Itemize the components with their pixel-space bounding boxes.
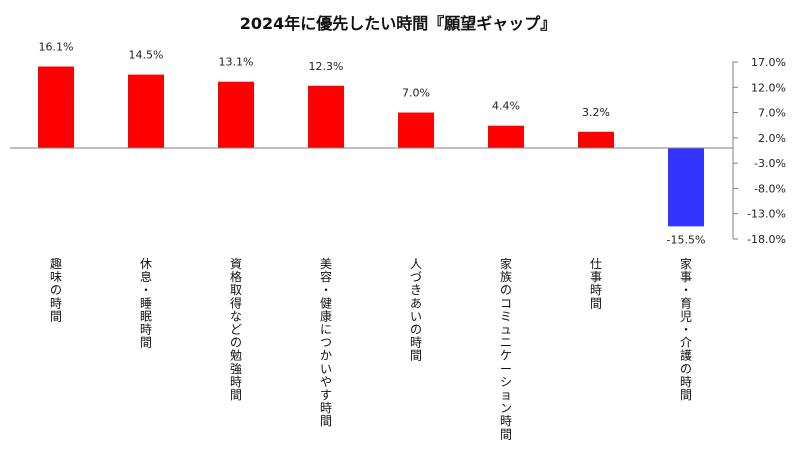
bar [218,81,254,148]
chart-title: 2024年に優先したい時間『願望ギャップ』 [239,14,557,33]
y-tick-label: 2.0% [758,132,786,145]
data-label: 7.0% [402,87,430,100]
data-label: 12.3% [309,60,344,73]
y-tick-label: 17.0% [751,56,786,69]
category-label: 仕事時間 [590,257,602,310]
data-label: 4.4% [492,100,520,113]
y-tick-label: 7.0% [758,107,786,120]
bar [308,85,344,148]
bar [578,131,614,148]
bar [38,66,74,148]
data-label: 16.1% [39,41,74,54]
bar [398,112,434,148]
data-label: 3.2% [582,106,610,119]
data-label: 13.1% [219,56,254,69]
category-label: 資格取得などの勉強時間 [230,257,242,402]
category-label: 休息・睡眠時間 [140,257,152,350]
category-label: 家事・育児・介護の時間 [680,256,692,402]
y-tick-label: -8.0% [754,182,786,195]
y-tick-label: -13.0% [747,208,786,221]
bar [128,74,164,148]
data-label: 14.5% [129,49,164,62]
category-label: 人づきあいの時間 [410,257,422,363]
data-label: -15.5% [667,233,706,246]
y-tick-label: 12.0% [751,81,786,94]
category-label: 家族のコミュニケーション時間 [500,256,512,441]
y-tick-label: -18.0% [747,233,786,246]
bar [488,125,524,148]
category-label: 趣味の時間 [50,256,62,323]
category-label: 美容・健康につかいやす時間 [320,257,332,428]
bar [668,147,704,227]
y-tick-label: -3.0% [754,157,786,170]
